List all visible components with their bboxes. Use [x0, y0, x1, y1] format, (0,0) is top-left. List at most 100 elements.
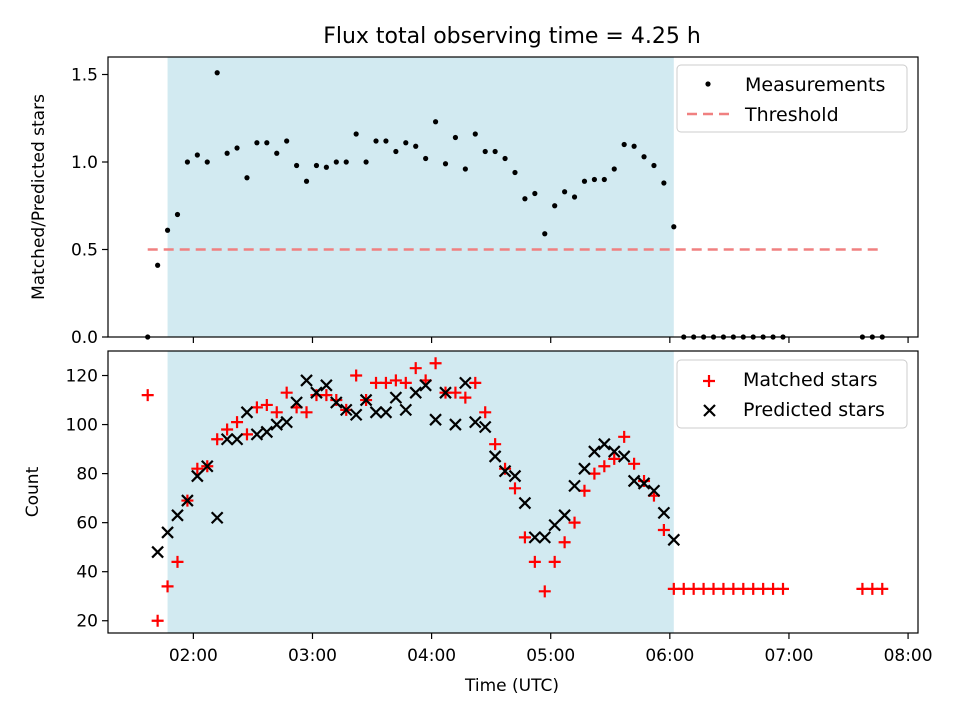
bottom-x-label: Time (UTC)	[464, 676, 559, 696]
predicted-star-point	[389, 391, 403, 404]
measurement-point	[532, 190, 538, 197]
matched-star-point	[518, 531, 531, 544]
matched-star-point	[528, 555, 541, 568]
predicted-star-point	[647, 484, 661, 498]
predicted-star-point	[419, 379, 432, 392]
top-axes-frame	[107, 56, 919, 338]
top-y-label: Matched/Predicted stars	[29, 94, 49, 300]
matched-star-point	[429, 357, 442, 370]
predicted-star-point	[379, 406, 393, 419]
measurement-point	[363, 159, 369, 165]
predicted-star-point	[240, 406, 254, 419]
measurement-point	[442, 161, 449, 167]
predicted-star-point	[598, 437, 611, 451]
predicted-star-point	[538, 531, 552, 544]
bottom-legend-box	[676, 359, 908, 429]
predicted-star-point	[260, 425, 274, 439]
measurement-point	[601, 176, 607, 183]
matched-star-point	[221, 423, 234, 436]
matched-star-point	[260, 398, 273, 411]
legend-predicted-marker	[703, 404, 716, 417]
bottom-shaded-region	[167, 351, 674, 633]
predicted-star-point	[627, 474, 641, 488]
matched-star-point	[538, 585, 551, 598]
measurement-point	[264, 140, 270, 146]
predicted-star-point	[171, 509, 184, 522]
legend-measurements-marker	[705, 81, 711, 87]
matched-star-point	[459, 391, 472, 404]
x-tick-label: 03:00	[288, 646, 337, 666]
predicted-star-point	[359, 393, 373, 407]
measurement-point	[522, 196, 528, 202]
y-tick-label: 40	[76, 563, 98, 583]
matched-star-point	[211, 433, 224, 446]
legend-matched-label: Matched stars	[743, 369, 877, 391]
measurement-point	[542, 231, 548, 237]
matched-star-point	[141, 389, 154, 402]
top-x-axis	[192, 337, 909, 343]
predicted-star-point	[548, 518, 561, 532]
measurement-point	[184, 159, 191, 165]
measurement-point	[383, 138, 389, 144]
measurement-point	[492, 148, 498, 155]
measurement-point	[155, 262, 161, 268]
measurement-point	[343, 159, 349, 165]
x-tick-label: 02:00	[169, 646, 218, 666]
matched-star-point	[548, 555, 561, 568]
measurement-point	[303, 178, 310, 184]
measurement-point	[631, 143, 637, 149]
y-tick-label: 60	[76, 514, 98, 534]
matched-star-point	[151, 614, 164, 627]
matched-star-point	[558, 536, 571, 549]
predicted-star-point	[578, 462, 591, 475]
legend-predicted-label: Predicted stars	[743, 399, 885, 421]
measurement-point	[671, 224, 677, 230]
predicted-star-point	[518, 496, 532, 510]
y-tick-label: 0.5	[71, 241, 98, 261]
matched-star-point	[618, 430, 631, 443]
measurement-point	[512, 169, 518, 176]
predicted-star-point	[459, 376, 472, 390]
matched-star-point	[191, 462, 204, 475]
measurement-point	[641, 154, 647, 160]
legend-matched-marker	[703, 375, 715, 387]
matched-star-point	[350, 369, 363, 382]
measurement-point	[294, 162, 300, 169]
predicted-star-point	[220, 433, 234, 446]
x-tick-label: 08:00	[884, 646, 933, 666]
measurement-point	[591, 176, 597, 183]
measurement-point	[353, 131, 359, 137]
x-tick-label: 07:00	[764, 646, 813, 666]
measurement-point	[651, 162, 657, 169]
matched-star-point	[161, 580, 174, 593]
measurement-point	[621, 141, 627, 148]
predicted-star-point	[320, 379, 333, 392]
predicted-star-point	[429, 413, 442, 426]
predicted-star-point	[657, 506, 671, 520]
y-tick-label: 0.0	[71, 328, 98, 348]
measurement-point	[204, 159, 210, 165]
measurement-point	[661, 180, 667, 186]
predicted-star-point	[508, 469, 522, 483]
predicted-star-point	[191, 469, 204, 483]
matched-star-point	[598, 460, 611, 473]
y-tick-label: 80	[76, 465, 98, 485]
predicted-star-point	[498, 464, 512, 478]
matched-star-point	[469, 376, 482, 389]
measurement-point	[244, 175, 250, 181]
predicted-star-point	[637, 477, 651, 490]
matched-star-point	[379, 376, 392, 389]
measurement-point	[571, 194, 578, 200]
predicted-star-point	[588, 445, 601, 458]
measurement-point	[274, 150, 280, 156]
matched-star-point	[479, 406, 492, 419]
measurement-point	[224, 150, 230, 156]
matched-star-point	[568, 516, 581, 529]
predicted-star-point	[667, 533, 681, 547]
measurement-point	[234, 145, 240, 151]
predicted-star-point	[568, 479, 581, 493]
measurement-point	[313, 162, 320, 169]
predicted-star-point	[617, 450, 631, 463]
bottom-axes-frame	[107, 350, 919, 634]
